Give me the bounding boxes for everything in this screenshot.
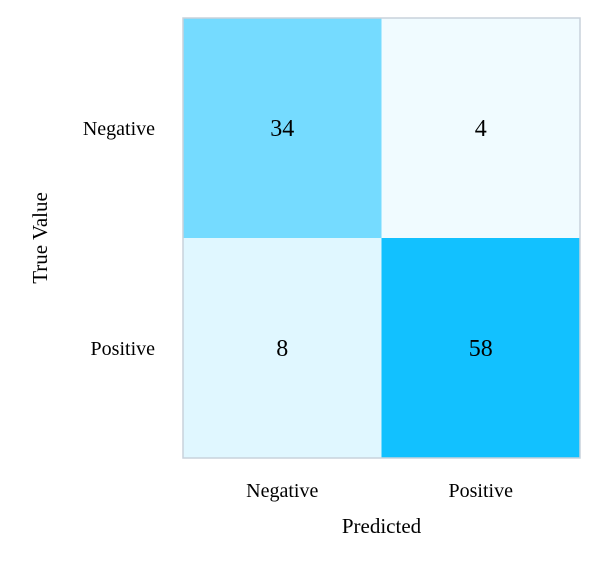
ticks-layer: Negative Positive Negative Positive	[83, 118, 513, 502]
cell-values-layer: 34 4 8 58	[270, 116, 493, 362]
plot-frame	[182, 17, 581, 459]
x-tick-label-negative: Negative	[246, 480, 318, 502]
y-axis-label: True Value	[28, 192, 52, 284]
cell-value-negative-positive: 4	[475, 116, 487, 142]
cell-value-positive-negative: 8	[276, 336, 288, 362]
heatmap-cell-negative-negative	[183, 18, 382, 238]
y-tick-label-positive: Positive	[91, 338, 156, 360]
heatmap-cell-negative-positive	[381, 18, 580, 238]
heatmap-cell-positive-negative	[183, 238, 382, 458]
cells-layer	[183, 18, 580, 458]
heatmap-cell-positive-positive	[381, 238, 580, 458]
x-tick-label-positive: Positive	[449, 480, 514, 502]
y-tick-label-negative: Negative	[83, 118, 155, 140]
cell-value-negative-negative: 34	[270, 116, 294, 142]
cell-value-positive-positive: 58	[469, 336, 493, 362]
x-axis-label: Predicted	[342, 514, 422, 538]
